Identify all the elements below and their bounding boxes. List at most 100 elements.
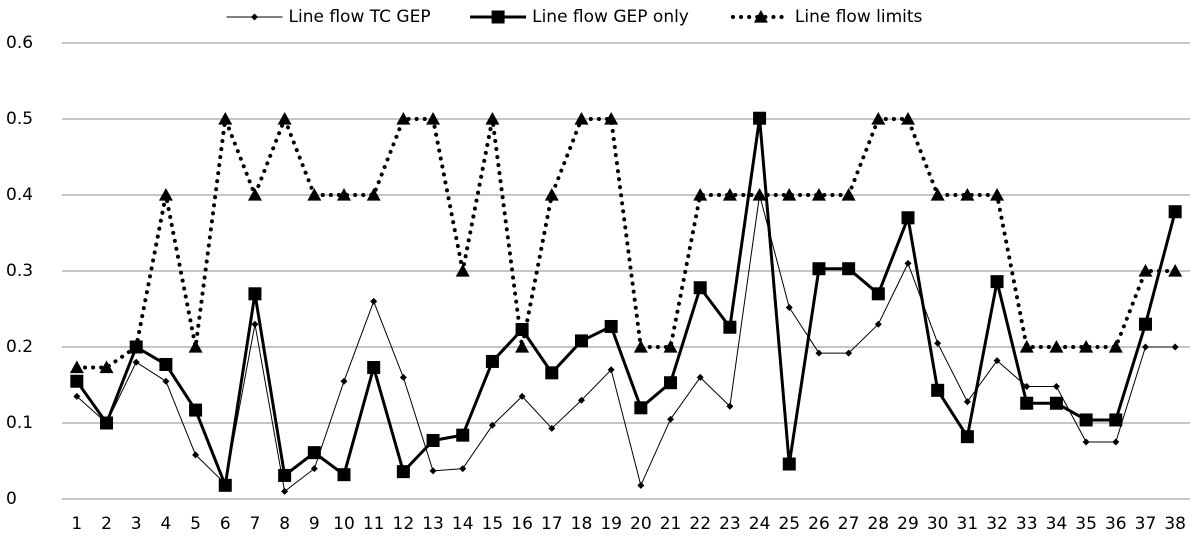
x-tick-label: 18 <box>571 514 593 534</box>
data-point <box>963 398 971 406</box>
data-point <box>1109 413 1123 427</box>
data-point <box>604 112 619 125</box>
x-tick-label: 38 <box>1164 514 1186 534</box>
data-point <box>752 188 767 201</box>
y-tick-label: 0.4 <box>6 185 33 205</box>
data-point <box>515 340 530 353</box>
data-point <box>370 297 378 305</box>
data-point <box>753 111 767 125</box>
series-line <box>75 116 1177 487</box>
data-point <box>544 188 559 201</box>
data-point <box>693 281 707 295</box>
x-tick-label: 8 <box>279 514 290 534</box>
data-point <box>1138 317 1152 331</box>
data-point <box>726 402 734 410</box>
data-point <box>337 188 351 201</box>
x-tick-label: 34 <box>1046 514 1068 534</box>
y-tick-label: 0.1 <box>6 413 33 433</box>
data-point <box>604 319 618 333</box>
data-point <box>459 465 467 473</box>
x-tick-label: 17 <box>541 514 563 534</box>
data-point <box>901 211 915 225</box>
data-point <box>1082 438 1090 446</box>
data-point <box>426 112 441 125</box>
data-point <box>429 467 437 475</box>
data-point <box>1079 413 1093 427</box>
data-point <box>396 465 410 479</box>
data-point <box>281 487 289 495</box>
data-point <box>1019 340 1034 353</box>
data-point <box>812 262 826 276</box>
x-tick-label: 13 <box>422 514 444 534</box>
data-point <box>158 188 173 201</box>
data-point <box>455 264 470 277</box>
data-point <box>782 188 797 201</box>
x-tick-label: 32 <box>986 514 1008 534</box>
data-point <box>1079 340 1094 353</box>
x-tick-label: 26 <box>808 514 830 534</box>
data-point <box>993 357 1001 365</box>
data-point <box>723 320 737 334</box>
data-point <box>696 373 704 381</box>
x-tick-label: 4 <box>160 514 171 534</box>
x-tick-label: 5 <box>190 514 201 534</box>
data-point <box>1141 343 1149 351</box>
data-point <box>218 478 232 492</box>
x-tick-label: 22 <box>689 514 711 534</box>
data-point <box>663 340 678 353</box>
data-point <box>1112 438 1120 446</box>
data-point <box>367 361 381 375</box>
data-point <box>70 374 84 388</box>
data-point <box>485 112 500 125</box>
data-point <box>782 457 796 471</box>
data-point <box>722 188 737 201</box>
data-point <box>1108 340 1123 353</box>
data-point <box>1049 340 1064 353</box>
data-point <box>426 433 440 447</box>
legend: Line flow TC GEP Line flow GEP only Line f… <box>226 7 923 27</box>
data-point <box>189 403 203 417</box>
x-tick-label: 3 <box>131 514 142 534</box>
x-tick-label: 21 <box>660 514 682 534</box>
data-point <box>247 188 262 201</box>
legend-marker <box>251 13 258 21</box>
data-point <box>577 396 585 404</box>
data-point <box>901 112 915 125</box>
data-point <box>188 340 203 353</box>
legend-marker <box>491 10 505 24</box>
data-point <box>693 188 708 201</box>
data-point <box>634 401 648 415</box>
data-point <box>1168 205 1182 219</box>
data-point <box>871 112 886 125</box>
data-point <box>574 334 588 348</box>
data-point <box>337 468 351 482</box>
data-point <box>100 416 114 430</box>
x-tick-label: 1 <box>71 514 82 534</box>
data-point <box>1052 383 1060 391</box>
x-tick-label: 7 <box>250 514 261 534</box>
data-point <box>811 188 826 201</box>
x-tick-label: 35 <box>1075 514 1097 534</box>
data-point <box>396 112 411 125</box>
data-point <box>1020 396 1034 410</box>
data-point <box>162 377 170 385</box>
y-tick-label: 0.2 <box>6 337 33 357</box>
data-point <box>69 360 84 374</box>
data-point <box>99 360 114 374</box>
x-tick-label: 12 <box>393 514 415 534</box>
data-point <box>931 383 945 397</box>
data-point <box>1171 343 1179 351</box>
data-point <box>990 188 1005 201</box>
data-point <box>488 421 496 429</box>
data-point <box>399 373 407 381</box>
x-tick-label: 29 <box>897 514 919 534</box>
data-point <box>1168 264 1183 277</box>
data-point <box>251 320 259 328</box>
y-tick-label: 0.6 <box>6 33 33 53</box>
data-point <box>192 451 200 459</box>
data-point <box>310 465 318 473</box>
data-point <box>1023 383 1031 391</box>
x-tick-label: 37 <box>1135 514 1157 534</box>
data-point <box>485 354 499 368</box>
